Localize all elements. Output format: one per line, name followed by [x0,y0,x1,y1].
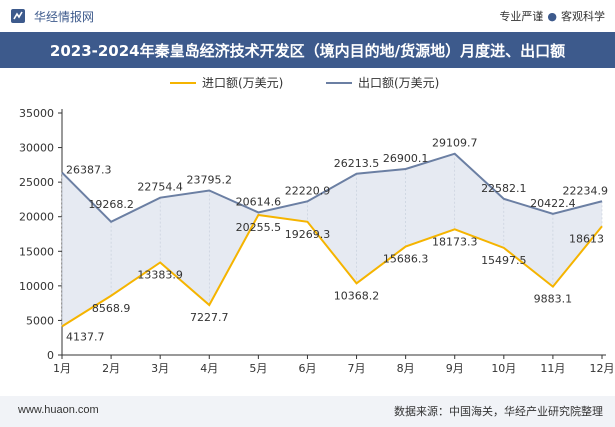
import-data-label: 9883.1 [534,293,573,306]
x-tick-label: 4月 [200,362,218,375]
brand-logo-icon [11,9,25,23]
slogan-dot-icon: ● [547,10,557,23]
y-tick-label: 10000 [19,280,54,293]
top-bar: 华经情报网 专业严谨 ● 客观科学 [0,0,615,32]
export-data-label: 20422.4 [530,197,576,210]
y-tick-label: 35000 [19,107,54,120]
x-tick-label: 2月 [102,362,120,375]
chart-area: 进口额(万美元) 出口额(万美元) 0 5000 10000 15000 20000 250… [0,68,615,393]
import-data-label: 15686.3 [383,253,429,266]
axes: 0 5000 10000 15000 20000 25000 30000 35000 1月 2月 3… [19,107,615,375]
x-tick-label: 5月 [249,362,267,375]
x-tick-label: 8月 [397,362,415,375]
chart-title: 2023-2024年秦皇岛经济技术开发区（境内目的地/货源地）月度进、出口额 [0,32,615,68]
area-between-series [62,153,602,327]
import-data-label: 15497.5 [481,254,527,267]
import-data-label: 7227.7 [190,311,229,324]
import-data-label: 20255.5 [236,221,282,234]
y-tick-label: 0 [47,349,54,362]
legend: 进口额(万美元) 出口额(万美元) [170,76,439,90]
line-chart: 进口额(万美元) 出口额(万美元) 0 5000 10000 15000 20000 250… [19,76,615,375]
export-series-line [61,152,603,223]
slogan-left: 专业严谨 [499,10,544,23]
export-data-label: 22220.9 [285,184,331,197]
legend-label: 进口额(万美元) [202,76,283,90]
footer-source: 数据来源：中国海关，华经产业研究院整理 [394,405,603,418]
legend-label: 出口额(万美元) [358,76,439,90]
export-data-label: 26387.3 [66,164,112,177]
export-data-label: 26213.5 [334,157,380,170]
import-data-label: 4137.7 [66,330,105,343]
x-tick-label: 11月 [540,362,565,375]
import-data-label: 8568.9 [92,302,131,315]
export-data-label: 19268.2 [88,198,134,211]
slogan-right: 客观科学 [561,10,605,23]
x-tick-label: 12月 [590,362,615,375]
import-data-label: 19269.3 [285,228,331,241]
export-data-label: 22582.1 [481,182,527,195]
import-data-label: 10368.2 [334,289,380,302]
import-data-label: 13383.9 [137,268,183,281]
export-data-label: 20614.6 [236,195,282,208]
export-data-label: 22234.9 [563,184,609,197]
import-series-line [61,213,603,328]
brand-name: 华经情报网 [34,10,95,24]
export-data-label: 22754.4 [137,181,183,194]
export-data-label: 29109.7 [432,137,478,150]
x-tick-label: 3月 [151,362,169,375]
x-tick-label: 10月 [491,362,516,375]
y-tick-label: 5000 [26,314,54,327]
x-tick-label: 9月 [446,362,464,375]
import-data-label: 18173.3 [432,235,478,248]
y-tick-label: 20000 [19,211,54,224]
y-tick-label: 30000 [19,142,54,155]
footer-website: www.huaon.com [18,404,99,416]
y-tick-label: 25000 [19,176,54,189]
x-tick-label: 6月 [298,362,316,375]
footer: www.huaon.com 数据来源：中国海关，华经产业研究院整理 [0,396,615,427]
y-tick-label: 15000 [19,245,54,258]
area-between-fill [61,153,603,327]
x-tick-label: 7月 [348,362,366,375]
export-data-label: 26900.1 [383,152,429,165]
import-data-label: 18613 [569,232,604,245]
series-lines [61,152,603,328]
slogan: 专业严谨 ● 客观科学 [499,8,605,24]
export-data-label: 23795.2 [187,173,233,186]
x-tick-label: 1月 [53,362,71,375]
